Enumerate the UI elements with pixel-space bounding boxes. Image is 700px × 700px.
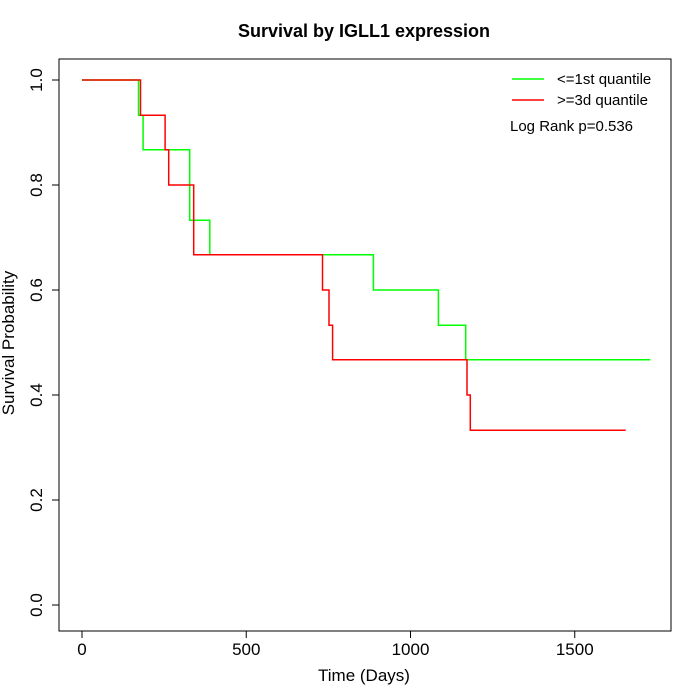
x-tick-label: 500	[232, 640, 260, 659]
legend-label-high: >=3d quantile	[557, 92, 648, 109]
y-tick-label: 1.0	[27, 68, 46, 92]
logrank-annotation: Log Rank p=0.536	[510, 118, 633, 135]
x-tick-label: 1000	[392, 640, 430, 659]
plot-border	[58, 58, 672, 632]
legend: <=1st quantile >=3d quantile	[512, 71, 651, 109]
x-tick-label: 1500	[556, 640, 594, 659]
y-tick-label: 0.8	[27, 173, 46, 197]
x-axis-label: Time (Days)	[318, 666, 410, 685]
y-tick-label: 0.6	[27, 278, 46, 302]
y-tick-label: 0.4	[27, 383, 46, 407]
y-tick-label: 0.2	[27, 488, 46, 512]
series-layer	[82, 79, 651, 431]
x-axis: 0 500 1000 1500	[77, 630, 594, 659]
y-tick-label: 0.0	[27, 593, 46, 617]
series-line-high-expression	[82, 79, 626, 431]
legend-label-low: <=1st quantile	[557, 71, 651, 88]
chart-title: Survival by IGLL1 expression	[238, 21, 490, 41]
x-tick-label: 0	[77, 640, 86, 659]
y-axis: 0.0 0.2 0.4 0.6 0.8 1.0	[27, 68, 60, 617]
y-axis-label: Survival Probability	[0, 270, 18, 415]
